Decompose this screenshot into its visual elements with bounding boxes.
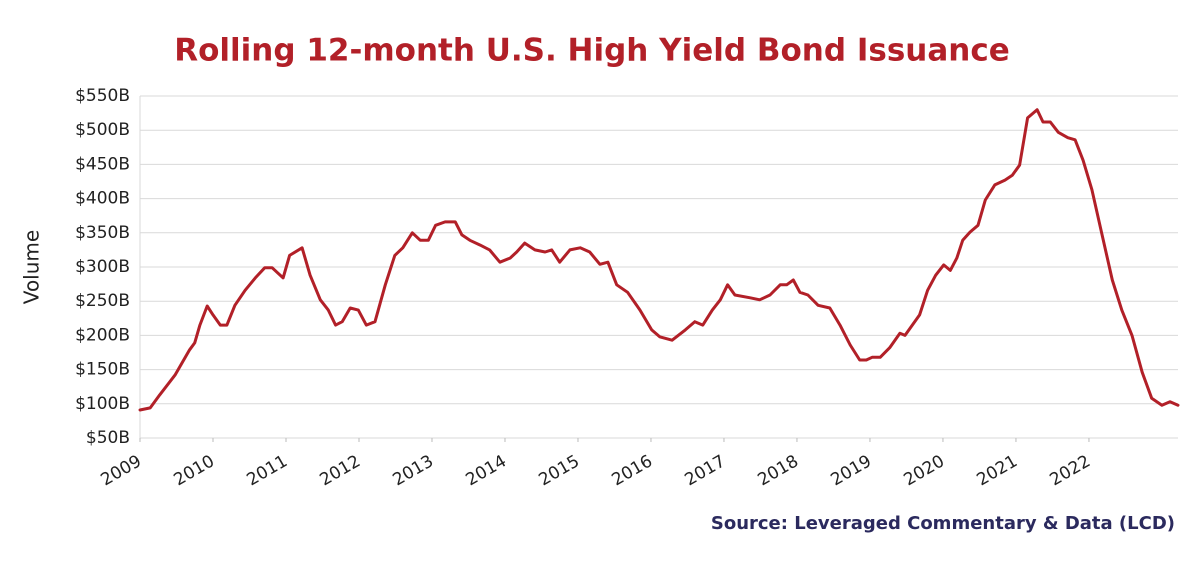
y-tick-label: $100B bbox=[75, 394, 130, 414]
x-tick-label: 2009 bbox=[98, 451, 145, 490]
y-tick-label: $550B bbox=[75, 86, 130, 106]
x-tick-label: 2012 bbox=[317, 451, 364, 490]
y-tick-label: $150B bbox=[75, 360, 130, 380]
y-tick-label: $250B bbox=[75, 291, 130, 311]
x-tick-label: 2015 bbox=[536, 451, 583, 490]
y-tick-label: $200B bbox=[75, 325, 130, 345]
x-tick-label: 2020 bbox=[900, 451, 947, 490]
y-tick-label: $50B bbox=[86, 428, 130, 448]
x-tick-label: 2014 bbox=[463, 451, 510, 490]
x-tick-label: 2017 bbox=[681, 451, 728, 490]
x-tick-label: 2011 bbox=[244, 451, 291, 490]
x-tick-label: 2016 bbox=[609, 451, 656, 490]
x-tick-label: 2021 bbox=[973, 451, 1020, 490]
x-tick-label: 2013 bbox=[390, 451, 437, 490]
y-tick-label: $400B bbox=[75, 189, 130, 209]
y-tick-label: $300B bbox=[75, 257, 130, 277]
x-tick-label: 2010 bbox=[171, 451, 218, 490]
y-tick-label: $500B bbox=[75, 120, 130, 140]
data-line bbox=[138, 108, 1180, 412]
x-tick-label: 2018 bbox=[754, 451, 801, 490]
y-tick-label: $350B bbox=[75, 223, 130, 243]
y-axis-label: Volume bbox=[20, 230, 44, 304]
x-tick-label: 2022 bbox=[1046, 451, 1093, 490]
y-tick-label: $450B bbox=[75, 154, 130, 174]
x-tick-label: 2019 bbox=[827, 451, 874, 490]
chart-title: Rolling 12-month U.S. High Yield Bond Is… bbox=[174, 33, 1010, 69]
source-note: Source: Leveraged Commentary & Data (LCD… bbox=[711, 513, 1175, 534]
